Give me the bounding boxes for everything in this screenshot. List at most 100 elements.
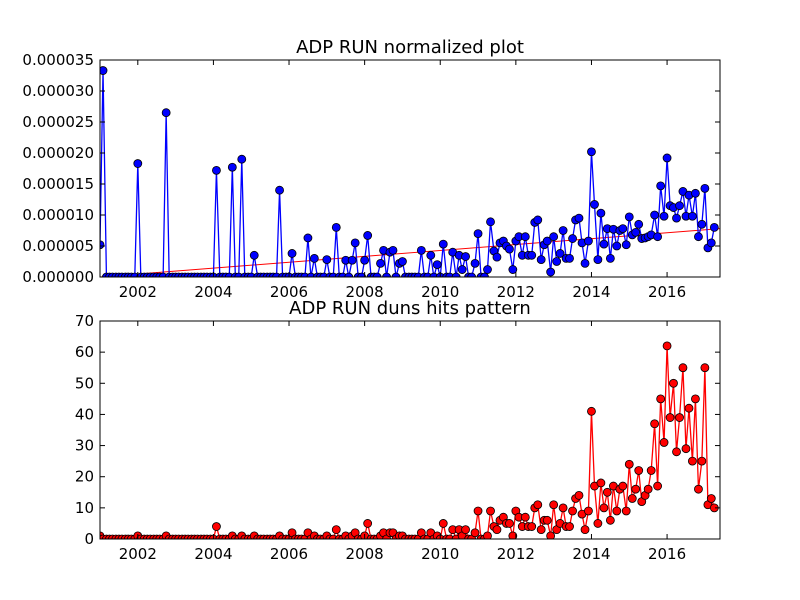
data-point — [350, 238, 360, 248]
data-point — [584, 506, 593, 516]
data-point — [432, 260, 442, 270]
data-point — [520, 232, 530, 242]
data-point — [580, 525, 590, 535]
data-point — [631, 484, 641, 494]
data-point — [700, 183, 710, 193]
data-point — [618, 224, 628, 234]
y-tick-label: 0.000005 — [22, 237, 94, 255]
x-tick-label: 2006 — [270, 545, 308, 563]
data-point — [527, 522, 537, 531]
data-point — [565, 522, 574, 531]
data-point — [275, 185, 284, 195]
y-tick-label: 0.000030 — [22, 82, 94, 100]
data-point — [599, 239, 609, 249]
x-tick-label: 2012 — [497, 283, 535, 301]
chart-normalized-plot: 2002 2004 2006 2008 2010 2012 2014 2016 0.000000… — [22, 37, 721, 301]
data-point — [672, 213, 681, 223]
data-point — [331, 222, 341, 232]
data-point — [438, 239, 448, 249]
data-point — [646, 466, 656, 475]
data-point — [322, 255, 332, 265]
data-point — [555, 249, 565, 258]
series-line — [100, 345, 715, 539]
data-point — [382, 272, 391, 277]
data-point — [398, 257, 407, 266]
data-point — [697, 456, 707, 466]
data-point — [542, 236, 552, 246]
data-point — [697, 219, 707, 229]
y-tick-label: 0.000015 — [22, 175, 94, 193]
data-point — [546, 531, 556, 539]
data-point — [445, 534, 455, 539]
y-tick-label: 0.000000 — [22, 268, 94, 286]
data-point — [486, 506, 495, 516]
data-point — [372, 272, 382, 277]
data-point — [483, 265, 492, 274]
data-point — [483, 531, 492, 539]
data-point — [662, 341, 672, 351]
data-point — [246, 272, 256, 277]
y-tick-label: 50 — [75, 374, 94, 392]
data-point — [212, 165, 221, 175]
data-point — [536, 525, 546, 535]
data-point — [309, 253, 319, 263]
data-point — [492, 525, 502, 535]
data-point — [344, 272, 354, 277]
data-point — [709, 222, 719, 232]
data-point — [303, 233, 313, 243]
data-point — [587, 406, 596, 416]
data-point — [100, 240, 105, 250]
data-point — [249, 250, 259, 260]
data-point — [549, 232, 559, 242]
axes-frame — [99, 320, 721, 540]
data-point — [376, 258, 385, 268]
data-point — [492, 252, 502, 262]
y-tick-label: 70 — [75, 312, 94, 330]
data-point — [568, 506, 577, 516]
data-point — [650, 419, 659, 429]
data-point — [558, 503, 568, 513]
data-point — [533, 500, 543, 510]
x-tick-label: 2014 — [572, 545, 610, 563]
data-point — [552, 257, 562, 266]
data-point — [688, 211, 697, 221]
plot-area — [100, 66, 720, 277]
data-point — [416, 245, 426, 255]
data-point — [360, 255, 370, 265]
y-tick-label: 40 — [75, 405, 94, 423]
data-point — [678, 363, 688, 373]
x-tick-label: 2008 — [346, 283, 384, 301]
data-point — [688, 456, 697, 466]
x-tick-label: 2004 — [194, 283, 232, 301]
data-point — [331, 525, 341, 535]
data-point — [542, 515, 552, 525]
series-line — [100, 69, 715, 277]
data-point — [706, 494, 716, 503]
data-point — [473, 506, 483, 516]
data-point — [634, 219, 644, 229]
x-tick-label: 2010 — [421, 283, 459, 301]
data-point — [643, 484, 653, 494]
data-point — [363, 231, 373, 240]
data-point — [212, 522, 221, 531]
data-point — [486, 217, 495, 227]
data-point — [653, 481, 663, 491]
data-point — [505, 244, 514, 254]
data-point — [536, 255, 546, 265]
y-tick-label: 30 — [75, 437, 94, 455]
x-tick-label: 2006 — [270, 283, 308, 301]
data-point — [596, 478, 606, 488]
y-tick-label: 0.000035 — [22, 51, 94, 69]
data-point — [650, 210, 659, 220]
data-point — [508, 265, 518, 274]
data-point — [520, 512, 530, 522]
data-point — [599, 503, 609, 513]
data-point — [533, 215, 543, 225]
data-point — [461, 252, 470, 261]
data-point — [659, 211, 669, 221]
data-point — [675, 413, 684, 422]
data-point — [612, 241, 622, 251]
data-point — [161, 108, 171, 118]
data-point — [480, 272, 489, 277]
y-tick-label: 0.000010 — [22, 206, 94, 224]
